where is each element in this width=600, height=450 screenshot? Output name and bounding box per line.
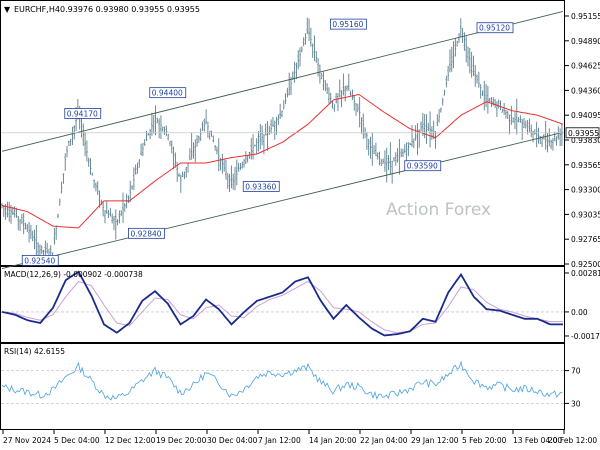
x-tick-label: 12 Dec 12:00 [105, 436, 156, 445]
rsi-y-tick-label: 70 [571, 367, 581, 376]
ohlc-readout: 0.93976 0.93980 0.93955 0.93955 [60, 5, 200, 14]
x-tick-label: 7 Jan 12:00 [258, 436, 301, 445]
price-panel: 0.95155 0.94890 0.94625 0.94360 0.94095 0.938… [1, 11, 600, 269]
rsi-panel: 70 30 [1, 360, 581, 408]
x-tick-label: 20 Feb 12:00 [548, 436, 597, 445]
rsi-line [1, 360, 563, 401]
price-annotation-box [21, 254, 59, 266]
price-annotation-box [404, 160, 442, 172]
channel-upper-line [1, 11, 564, 152]
x-tick-label: 19 Dec 20:00 [156, 436, 207, 445]
price-annotation-label: 0.94170 [67, 109, 98, 118]
macd-y-tick-label: -0.001737 [571, 332, 600, 341]
x-tick-label: 22 Jan 04:00 [360, 436, 408, 445]
x-tick-label: 29 Jan 12:00 [411, 436, 459, 445]
price-annotation-label: 0.92840 [131, 229, 162, 238]
price-annotation-label: 0.93590 [407, 162, 438, 171]
price-annotation-label: 0.95160 [332, 20, 363, 29]
x-tick-label: 30 Dec 04:00 [207, 436, 258, 445]
rsi-panel-frame [0, 343, 565, 430]
rsi-title: RSI(14) 42.6155 [4, 347, 65, 356]
moving-average-line [1, 93, 564, 229]
channel-lower-line [1, 131, 564, 269]
macd-line [1, 270, 563, 337]
price-annotation-box [242, 181, 280, 192]
price-annotation-label: 0.93360 [245, 182, 276, 191]
symbol-label: EURCHF,H4 [14, 5, 60, 14]
current-price-label: 0.93955 [568, 129, 599, 138]
price-y-tick-label: 0.94890 [571, 37, 600, 46]
price-y-tick-label: 0.93300 [571, 186, 600, 195]
x-tick-label: 5 Dec 04:00 [54, 436, 100, 445]
price-annotation-box [329, 18, 367, 30]
macd-y-tick-label: 0.002813 [571, 269, 600, 278]
macd-y-tick-label: 0.00 [571, 308, 588, 317]
x-tick-label: 5 Feb 20:00 [462, 436, 507, 445]
macd-title: MACD(12,26,9) -0.000902 -0.000738 [4, 270, 143, 279]
price-y-tick-label: 0.92500 [571, 260, 600, 269]
x-tick-label: 14 Jan 20:00 [309, 436, 357, 445]
price-y-tick-label: 0.94625 [571, 62, 600, 71]
x-tick-label: 13 Feb 04:00 [513, 436, 562, 445]
macd-panel: 0.002813 0.00 -0.001737 [1, 269, 600, 341]
price-annotation-label: 0.95120 [479, 24, 510, 33]
current-price-box [565, 127, 600, 139]
price-annotation-box [149, 87, 187, 99]
rsi-y-tick-label: 30 [571, 399, 581, 408]
watermark: Action Forex [386, 200, 491, 220]
price-annotation-label: 0.92540 [24, 256, 55, 265]
price-annotation-box [476, 22, 514, 34]
price-y-tick-label: 0.94095 [571, 111, 600, 120]
price-y-tick-label: 0.95155 [571, 12, 600, 21]
price-y-tick-label: 0.94360 [571, 86, 600, 95]
price-annotation-label: 0.94400 [152, 89, 183, 98]
x-axis: 27 Nov 2024 5 Dec 04:00 12 Dec 12:00 19 Dec… [2, 430, 597, 445]
price-y-tick-label: 0.93035 [571, 210, 600, 219]
x-tick-label: 27 Nov 2024 [3, 436, 51, 445]
price-y-tick-label: 0.92765 [571, 235, 600, 244]
price-y-tick-label: 0.93565 [571, 161, 600, 170]
price-annotation-box [64, 107, 102, 119]
price-y-tick-label: 0.93830 [571, 136, 600, 145]
price-annotation-box [128, 227, 165, 239]
dropdown-arrow-icon[interactable]: ▼ [4, 5, 11, 14]
